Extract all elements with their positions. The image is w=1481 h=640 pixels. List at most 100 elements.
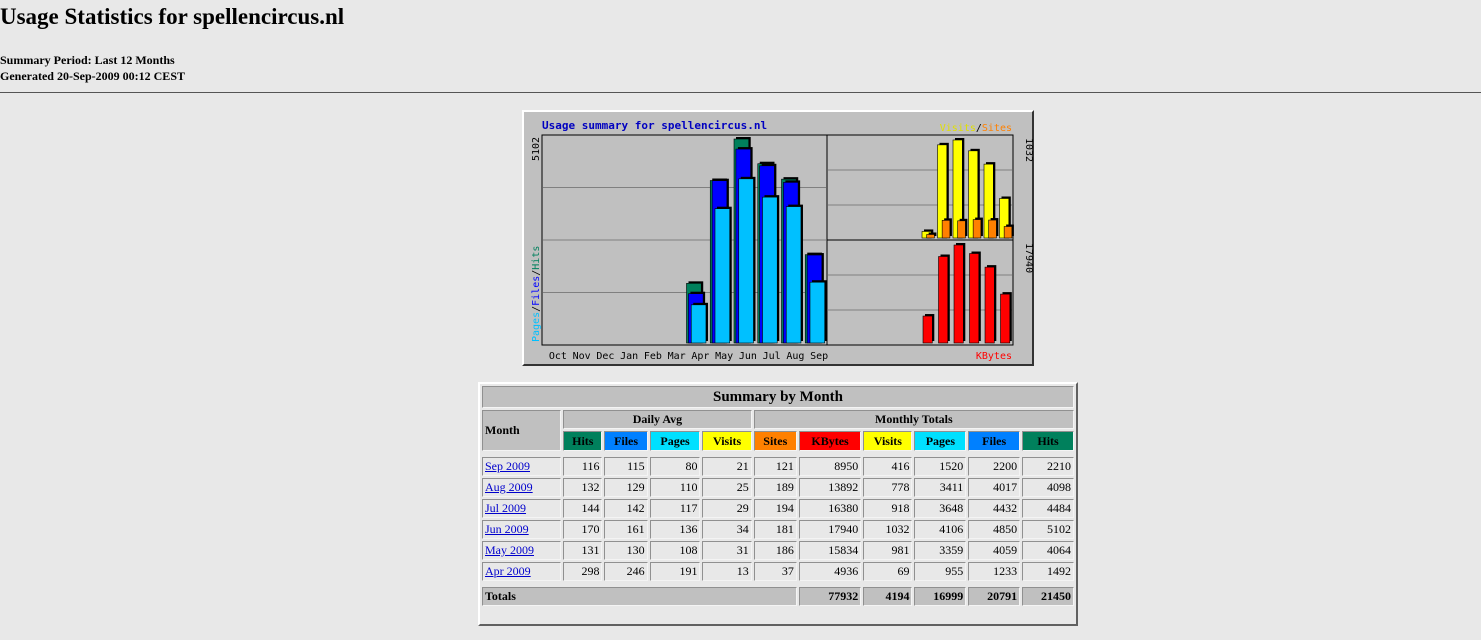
bar-sites-sep	[1003, 224, 1014, 239]
col-header-total-sites: Sites	[753, 431, 797, 451]
month-link[interactable]: Jul 2009	[485, 501, 527, 515]
cell-daily-hits: 132	[563, 478, 603, 497]
cell-total-sites: 37	[753, 562, 797, 581]
table-row: Aug 2009 132 129 110 25 189 13892 778 3411 4017 40…	[482, 478, 1074, 497]
cell-total-kbytes: 16380	[798, 499, 862, 518]
total-files: 20791	[968, 587, 1021, 606]
table-row: Apr 2009 298 246 191 13 37 4936 69 955 1233 1492	[482, 562, 1074, 581]
legend-files: Files	[531, 276, 542, 306]
cell-daily-hits: 144	[563, 499, 603, 518]
cell-daily-visits: 29	[702, 499, 752, 518]
cell-daily-files: 246	[604, 562, 648, 581]
cell-daily-pages: 80	[649, 457, 701, 476]
cell-total-pages: 4106	[914, 520, 967, 539]
month-label-jun: Jun	[739, 351, 757, 362]
cell-daily-visits: 13	[702, 562, 752, 581]
month-cell: Jul 2009	[482, 499, 562, 518]
bar-pages-may	[714, 206, 732, 344]
month-label-oct: Oct	[549, 351, 567, 362]
legend-sites: Sites	[982, 123, 1012, 134]
legend-hits: Hits	[531, 246, 542, 270]
left-axis-legend: Pages/Files/Hits	[531, 246, 542, 342]
month-cell: May 2009	[482, 541, 562, 560]
month-link[interactable]: Aug 2009	[485, 480, 533, 494]
cell-total-visits: 1032	[863, 520, 913, 539]
cell-daily-files: 129	[604, 478, 648, 497]
kbytes-scale-label: 17940	[1023, 243, 1034, 273]
cell-total-kbytes: 17940	[798, 520, 862, 539]
summary-period: Summary Period: Last 12 Months	[0, 53, 175, 67]
cell-total-kbytes: 15834	[798, 541, 862, 560]
month-label-nov: Nov	[573, 351, 591, 362]
cell-daily-pages: 108	[649, 541, 701, 560]
cell-total-visits: 69	[863, 562, 913, 581]
graph-title: Usage summary for spellencircus.nl	[542, 119, 767, 132]
bar-kbytes-aug	[984, 265, 997, 344]
month-label-apr: Apr	[691, 351, 709, 362]
cell-total-kbytes: 8950	[798, 457, 862, 476]
total-visits: 4194	[863, 587, 913, 606]
cell-total-files: 4017	[968, 478, 1021, 497]
month-label-sep: Sep	[810, 351, 828, 362]
month-link[interactable]: Jun 2009	[485, 522, 529, 536]
legend-sep: /	[976, 123, 982, 134]
month-label-dec: Dec	[596, 351, 614, 362]
cell-total-visits: 918	[863, 499, 913, 518]
col-header-total-pages: Pages	[914, 431, 967, 451]
col-header-total-hits: Hits	[1022, 431, 1074, 451]
bar-sites-jul	[972, 217, 983, 239]
month-link[interactable]: Apr 2009	[485, 564, 531, 578]
table-row: Jul 2009 144 142 117 29 194 16380 918 3648 4432 44…	[482, 499, 1074, 518]
cell-total-sites: 186	[753, 541, 797, 560]
month-label-mar: Mar	[668, 351, 686, 362]
cell-daily-files: 115	[604, 457, 648, 476]
cell-daily-hits: 170	[563, 520, 603, 539]
month-labels: Oct Nov Dec Jan Feb Mar Apr May Jun Jul Aug Sep	[549, 351, 828, 362]
bar-pages-jun	[738, 176, 756, 344]
col-header-total-visits: Visits	[863, 431, 913, 451]
legend-sep-1: /	[531, 306, 542, 312]
bar-pages-sep	[809, 280, 827, 344]
col-header-daily-files: Files	[604, 431, 648, 451]
col-header-daily-visits: Visits	[702, 431, 752, 451]
kbytes-panel	[826, 239, 1014, 346]
bar-pages-aug	[785, 204, 803, 344]
cell-daily-files: 130	[604, 541, 648, 560]
bar-sites-apr	[926, 232, 937, 239]
cell-total-sites: 181	[753, 520, 797, 539]
bar-sites-may	[941, 218, 952, 239]
bar-sites-jun	[957, 218, 968, 239]
cell-total-sites: 189	[753, 478, 797, 497]
cell-daily-visits: 25	[702, 478, 752, 497]
cell-total-pages: 3411	[914, 478, 967, 497]
month-cell: Jun 2009	[482, 520, 562, 539]
cell-total-hits: 4098	[1022, 478, 1074, 497]
table-row: Sep 2009 116 115 80 21 121 8950 416 1520 2200 2210	[482, 457, 1074, 476]
cell-daily-visits: 34	[702, 520, 752, 539]
usage-summary-graph: Oct Nov Dec Jan Feb Mar Apr May Jun Jul Aug Sep Usa…	[522, 110, 1034, 366]
main-bars	[686, 137, 827, 344]
month-cell: Sep 2009	[482, 457, 562, 476]
cell-total-hits: 4064	[1022, 541, 1074, 560]
monthly-totals-header: Monthly Totals	[753, 410, 1074, 429]
month-link[interactable]: May 2009	[485, 543, 534, 557]
totals-label: Totals	[482, 587, 797, 606]
month-link[interactable]: Sep 2009	[485, 459, 530, 473]
cell-total-files: 4059	[968, 541, 1021, 560]
cell-daily-pages: 110	[649, 478, 701, 497]
bar-pages-jul	[762, 195, 780, 344]
month-cell: Apr 2009	[482, 562, 562, 581]
summary-by-month-table: Summary by Month Month Daily Avg Monthly…	[478, 382, 1078, 626]
cell-daily-hits: 131	[563, 541, 603, 560]
cell-daily-visits: 21	[702, 457, 752, 476]
cell-total-kbytes: 13892	[798, 478, 862, 497]
bar-kbytes-may	[938, 254, 950, 344]
cell-total-files: 4850	[968, 520, 1021, 539]
cell-total-pages: 3359	[914, 541, 967, 560]
cell-daily-pages: 117	[649, 499, 701, 518]
col-header-total-kbytes: KBytes	[798, 431, 862, 451]
visits-bars	[921, 138, 1014, 239]
visits-scale-label: 1032	[1023, 138, 1034, 162]
cell-total-kbytes: 4936	[798, 562, 862, 581]
month-label-feb: Feb	[644, 351, 662, 362]
